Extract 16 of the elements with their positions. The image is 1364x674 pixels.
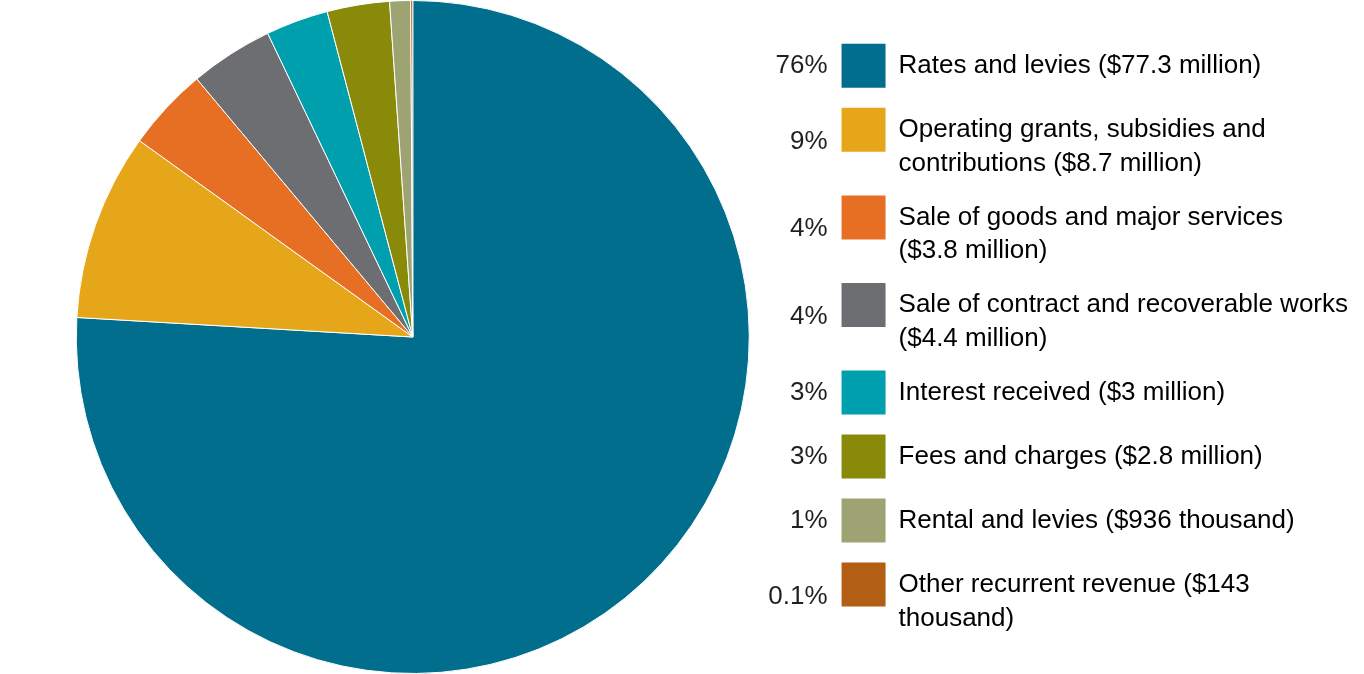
legend-label: Rental and levies ($936 thousand)	[898, 503, 1295, 534]
legend-label: Fees and charges ($2.8 million)	[898, 439, 1263, 470]
data-label: 0.1%	[768, 579, 828, 610]
legend-label: Rates and levies ($77.3 million)	[898, 48, 1262, 79]
legend-label: Sale of goods and major services ($3.8 million)	[898, 200, 1283, 265]
data-label: 4%	[789, 212, 828, 243]
data-label: 3%	[789, 375, 828, 406]
legend-label: Sale of contract and recoverable works ($4.4 million)	[898, 288, 1348, 352]
legend-label: Interest received ($3 million)	[898, 375, 1226, 406]
data-label: 3%	[789, 439, 828, 470]
data-label: 9%	[789, 124, 828, 155]
data-label: 1%	[789, 503, 828, 534]
legend-label: Other recurrent revenue ($143 thousand)	[898, 567, 1250, 632]
legend-label: Operating grants, subsidies and contributions ($8.7 million)	[898, 112, 1266, 177]
data-label: 4%	[789, 299, 828, 330]
data-label: 76%	[775, 48, 828, 79]
